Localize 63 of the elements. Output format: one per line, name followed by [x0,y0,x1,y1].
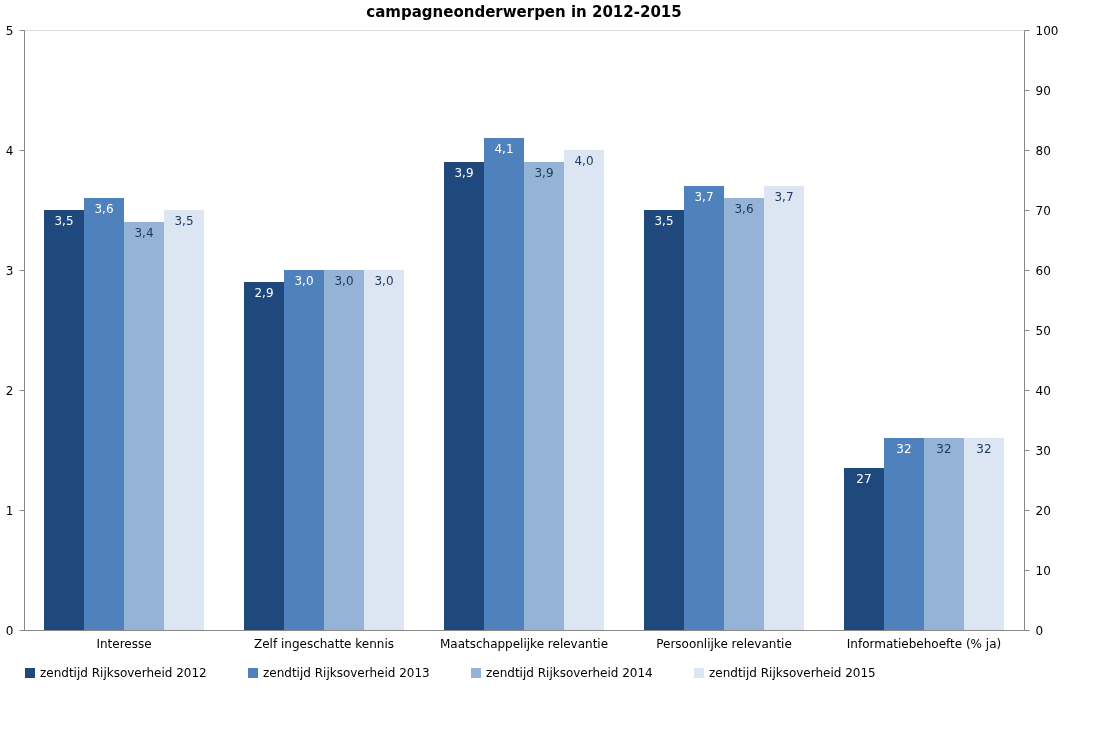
data-label: 3,5 [54,214,74,228]
x-tick-label: Persoonlijke relevantie [656,636,792,651]
data-label: 4,0 [574,154,594,168]
y2-tick-label: 50 [1035,323,1051,338]
bar [444,162,484,630]
legend-label: zendtijd Rijksoverheid 2013 [263,666,430,680]
bar [84,198,124,630]
bar [124,222,164,630]
x-tick-label: Informatiebehoefte (% ja) [846,636,1002,651]
y-tick-label: 0 [5,623,14,638]
data-label: 3,9 [534,166,554,180]
y2-tick-label: 40 [1035,383,1051,398]
data-label: 3,4 [134,226,154,240]
bar [484,138,524,630]
y2-tick-label: 80 [1035,143,1051,158]
bar [764,186,804,630]
data-label: 3,7 [694,190,714,204]
bar [44,210,84,630]
legend-label: zendtijd Rijksoverheid 2014 [486,666,653,680]
legend-label: zendtijd Rijksoverheid 2012 [40,666,207,680]
bar [684,186,724,630]
data-label: 27 [856,472,872,486]
y2-tick-label: 20 [1035,503,1051,518]
legend-label: zendtijd Rijksoverheid 2015 [709,666,876,680]
data-label: 3,6 [94,202,114,216]
data-label: 3,5 [654,214,674,228]
y-tick-label: 3 [5,263,14,278]
bar [724,198,764,630]
data-label: 4,1 [494,142,514,156]
y2-tick-label: 0 [1035,623,1044,638]
y-tick-label: 2 [5,383,14,398]
x-tick-label: Maatschappelijke relevantie [439,636,609,651]
y2-tick-label: 70 [1035,203,1051,218]
y2-tick-label: 60 [1035,263,1051,278]
data-label: 3,0 [334,274,354,288]
bar [524,162,564,630]
bar [364,270,404,630]
x-tick-label: Interesse [96,636,152,651]
y-tick-label: 5 [5,23,14,38]
data-label: 2,9 [254,286,274,300]
bar [284,270,324,630]
bar [244,282,284,630]
y-tick-label: 1 [5,503,14,518]
chart-title: campagneonderwerpen in 2012-2015 [366,3,682,21]
data-label: 32 [896,442,912,456]
bar [564,150,604,630]
y-tick-label: 4 [5,143,14,158]
data-label: 3,6 [734,202,754,216]
data-label: 3,0 [294,274,314,288]
data-label: 32 [976,442,992,456]
data-label: 3,9 [454,166,474,180]
bar [324,270,364,630]
bar [164,210,204,630]
y2-tick-label: 90 [1035,83,1051,98]
data-label: 3,7 [774,190,794,204]
data-label: 3,0 [374,274,394,288]
y2-tick-label: 30 [1035,443,1051,458]
data-label: 3,5 [174,214,194,228]
x-tick-label: Zelf ingeschatte kennis [253,636,395,651]
bar [644,210,684,630]
y2-tick-label: 100 [1035,23,1059,38]
y2-tick-label: 10 [1035,563,1051,578]
data-label: 32 [936,442,952,456]
